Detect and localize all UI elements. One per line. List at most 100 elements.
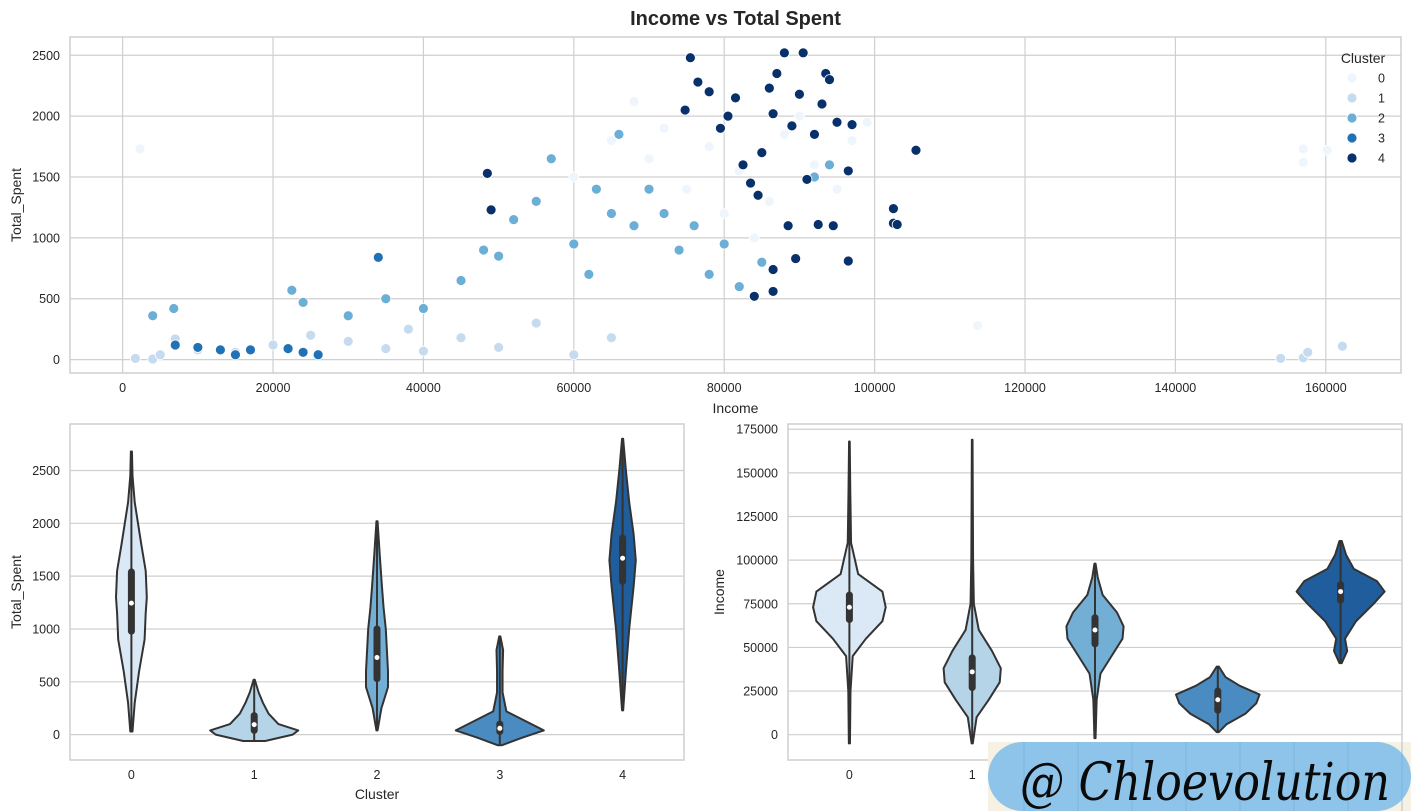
scatter-point (730, 92, 741, 104)
violin-x-tick-label: 1 (251, 768, 258, 782)
scatter-point (794, 88, 805, 100)
scatter-point (778, 47, 790, 59)
scatter-point (613, 128, 625, 140)
violin-y-tick-label: 25000 (743, 685, 778, 699)
scatter-panel: Income vs Total Spent 0 20000 40000 60000 80… (8, 8, 1402, 416)
scatter-point (816, 98, 828, 110)
scatter-point (733, 281, 745, 292)
scatter-point (545, 153, 557, 165)
violin-median-marker (1338, 589, 1344, 595)
scatter-point (282, 343, 294, 355)
scatter-point (568, 349, 580, 361)
violin-x-tick-label: 2 (374, 768, 381, 782)
scatter-point (778, 128, 790, 140)
scatter-point (342, 310, 354, 322)
scatter-x-tick-label: 40000 (406, 381, 441, 395)
violin-median-marker (846, 604, 852, 610)
violin-y-tick-label: 2500 (32, 464, 60, 478)
scatter-y-tick-label: 0 (53, 353, 60, 367)
scatter-point (380, 343, 392, 355)
legend-label: 3 (1378, 132, 1385, 146)
watermark-grid-lines (1023, 742, 1403, 811)
scatter-point (493, 250, 505, 262)
scatter-point (130, 352, 141, 364)
scatter-points (130, 47, 1348, 365)
violin-median-marker (128, 600, 134, 606)
scatter-point (606, 208, 617, 219)
scatter-x-tick-label: 100000 (854, 381, 896, 395)
scatter-point (684, 52, 696, 64)
scatter-point (380, 293, 392, 305)
scatter-x-tick-label: 120000 (1004, 381, 1046, 395)
scatter-x-tick-label: 160000 (1305, 381, 1347, 395)
scatter-point (737, 159, 749, 171)
scatter-point (568, 171, 580, 183)
legend-marker (1346, 92, 1358, 104)
scatter-point (910, 144, 922, 156)
scatter-point (568, 238, 580, 250)
scatter-point (1302, 346, 1314, 358)
scatter-point (888, 203, 899, 215)
violin-income-y-axis-label: Income (711, 569, 727, 615)
scatter-x-tick-label: 20000 (256, 381, 291, 395)
scatter-point (192, 342, 204, 353)
violin-y-tick-label: 50000 (743, 641, 778, 655)
scatter-point (756, 256, 768, 268)
scatter-point (134, 143, 146, 155)
scatter-point (763, 82, 775, 94)
violin-y-tick-label: 0 (771, 728, 778, 742)
scatter-point (748, 290, 760, 302)
scatter-point (756, 147, 768, 159)
scatter-point (846, 119, 858, 131)
violin-median-marker (1215, 697, 1221, 703)
legend-marker (1346, 72, 1358, 84)
scatter-point (786, 120, 798, 132)
violin-total-spent-violins (115, 437, 637, 747)
legend: Cluster 0 1 2 3 4 (1341, 50, 1386, 166)
scatter-y-tick-label: 2000 (32, 110, 60, 124)
scatter-point (692, 76, 704, 88)
legend-label: 2 (1378, 112, 1385, 126)
legend-label: 0 (1378, 72, 1385, 86)
scatter-x-tick-label: 60000 (556, 381, 591, 395)
legend-label: 4 (1378, 152, 1385, 166)
scatter-point (767, 264, 779, 275)
scatter-point (214, 344, 226, 356)
scatter-point (1336, 340, 1348, 352)
violin-median-marker (497, 725, 503, 731)
violin-median-marker (374, 655, 380, 661)
scatter-point (681, 183, 693, 195)
scatter-point (508, 214, 520, 226)
violin-y-tick-label: 1500 (32, 570, 60, 584)
scatter-y-tick-label: 1500 (32, 171, 60, 185)
scatter-point (794, 110, 805, 122)
scatter-point (478, 244, 489, 256)
watermark-stamp: @ Chloevolution (988, 742, 1411, 811)
scatter-point (643, 153, 655, 165)
scatter-point (703, 268, 715, 280)
legend-title: Cluster (1341, 50, 1386, 66)
scatter-point (418, 303, 429, 314)
scatter-point (748, 232, 760, 244)
scatter-x-tick-label: 0 (119, 381, 126, 395)
violin-x-tick-label: 3 (496, 768, 503, 782)
scatter-point (628, 220, 640, 232)
scatter-point (402, 323, 414, 335)
violin-x-tick-label: 0 (846, 768, 853, 782)
scatter-grid (70, 37, 1401, 373)
violin-y-tick-label: 500 (39, 675, 60, 689)
scatter-point (1297, 143, 1309, 155)
watermark-signature: @ Chloevolution (1020, 753, 1390, 811)
scatter-point (745, 177, 756, 189)
scatter-point (230, 349, 241, 361)
scatter-point (842, 255, 854, 267)
violin-total-spent-x-axis-label: Cluster (355, 786, 400, 802)
scatter-point (782, 220, 794, 232)
scatter-point (679, 104, 691, 116)
scatter-point (846, 135, 858, 146)
violin-y-tick-label: 1000 (32, 622, 60, 636)
scatter-point (267, 339, 279, 351)
scatter-point (752, 189, 764, 201)
scatter-point (493, 342, 505, 353)
